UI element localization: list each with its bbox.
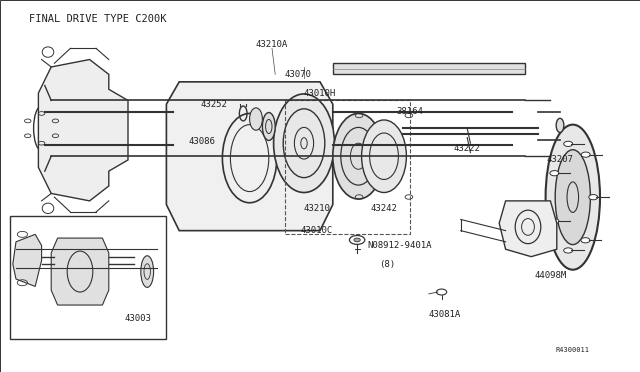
Text: FINAL DRIVE TYPE C200K: FINAL DRIVE TYPE C200K — [29, 14, 166, 23]
Circle shape — [581, 152, 590, 157]
Circle shape — [581, 238, 590, 243]
Ellipse shape — [262, 112, 275, 140]
Circle shape — [550, 218, 559, 224]
Polygon shape — [499, 201, 557, 257]
Text: 43207: 43207 — [547, 155, 573, 164]
Text: 43010C: 43010C — [301, 226, 333, 235]
Text: 43242: 43242 — [371, 204, 397, 213]
Bar — [285, 100, 410, 234]
Circle shape — [550, 171, 559, 176]
Text: 43210: 43210 — [303, 204, 330, 213]
Ellipse shape — [555, 150, 590, 245]
Polygon shape — [51, 238, 109, 305]
Circle shape — [564, 248, 573, 253]
Text: 44098M: 44098M — [534, 271, 566, 280]
Ellipse shape — [545, 125, 600, 270]
Circle shape — [589, 195, 598, 200]
Ellipse shape — [556, 118, 564, 132]
Ellipse shape — [141, 256, 154, 287]
Text: 43070: 43070 — [284, 70, 311, 79]
Ellipse shape — [333, 113, 384, 199]
Text: 43252: 43252 — [201, 100, 228, 109]
Text: 43210A: 43210A — [256, 40, 288, 49]
Text: 43010H: 43010H — [304, 89, 336, 97]
Text: N08912-9401A: N08912-9401A — [368, 241, 432, 250]
Text: (8): (8) — [379, 260, 396, 269]
Polygon shape — [13, 234, 42, 286]
Text: 43222: 43222 — [454, 144, 481, 153]
Polygon shape — [333, 63, 525, 74]
Ellipse shape — [362, 120, 406, 193]
Circle shape — [564, 141, 573, 147]
Ellipse shape — [274, 94, 334, 193]
Text: R4300011: R4300011 — [556, 347, 590, 353]
Ellipse shape — [250, 108, 262, 130]
Polygon shape — [166, 82, 333, 231]
Text: 43081A: 43081A — [429, 310, 461, 319]
Text: 43086: 43086 — [188, 137, 215, 146]
Circle shape — [354, 238, 360, 242]
Polygon shape — [38, 60, 128, 201]
Text: 38164: 38164 — [396, 107, 423, 116]
Text: 43003: 43003 — [124, 314, 151, 323]
Bar — [10, 216, 166, 339]
